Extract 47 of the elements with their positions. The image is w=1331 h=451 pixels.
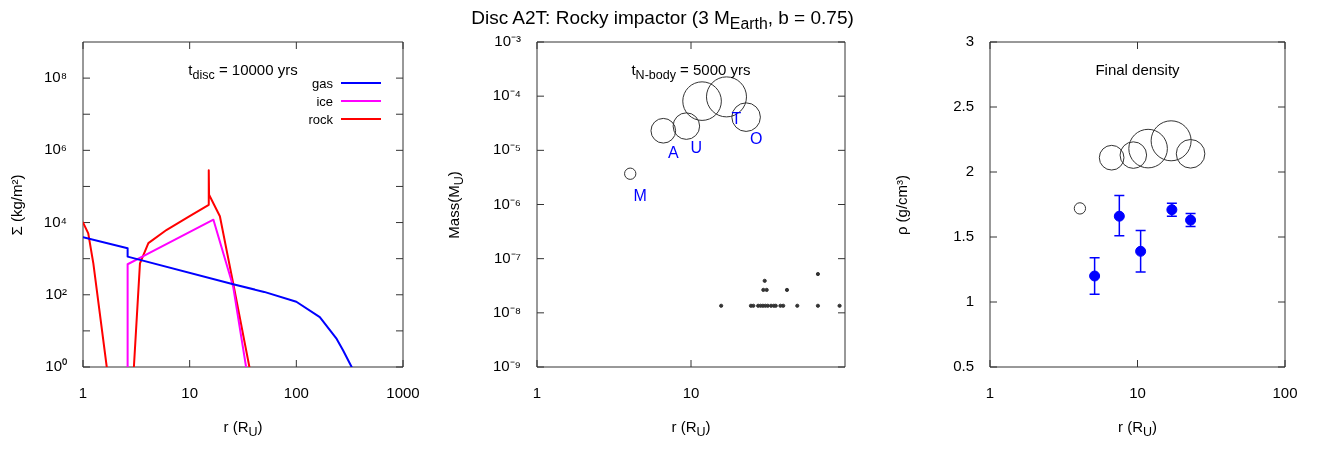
legend-label: ice xyxy=(316,93,333,109)
y-tick-label: 10⁰ xyxy=(45,357,67,375)
annotation: A xyxy=(667,143,679,161)
x-tick-label: 10 xyxy=(1129,383,1146,401)
annotation: U xyxy=(690,139,703,157)
annotation: O xyxy=(749,130,763,148)
y-axis-title: Σ (kg/m²) xyxy=(7,174,25,235)
y-tick-label: 0.5 xyxy=(953,357,974,375)
x-tick-label: 1 xyxy=(985,383,995,401)
chart-title: Disc A2T: Rocky impactor (3 M$_{Earth}$, b = 0.75) xyxy=(471,7,854,32)
annotation: Final density xyxy=(1095,61,1180,78)
x-tick-label: 100 xyxy=(1272,383,1298,401)
y-axis-title: ρ (g/cm³) xyxy=(892,174,910,235)
x-tick-label: 1 xyxy=(532,383,542,401)
y-tick-label: 10⁻⁷ xyxy=(493,248,521,266)
y-tick-label: 2.5 xyxy=(953,97,974,115)
y-tick-label: 10⁸ xyxy=(43,68,67,86)
annotation: t$_{N-body}$ = 5000 yrs xyxy=(631,61,751,82)
y-tick-label: 2 xyxy=(965,162,974,180)
point xyxy=(1089,270,1101,282)
x-tick-label: 1 xyxy=(78,383,88,401)
y-tick-label: 10⁴ xyxy=(43,212,67,230)
y-tick-label: 10⁻⁵ xyxy=(493,140,521,158)
annotation: t$_{disc}$ = 10000 yrs xyxy=(188,61,298,82)
x-tick-label: 10 xyxy=(181,383,199,401)
x-tick-label: 10 xyxy=(682,383,700,401)
y-tick-label: 3 xyxy=(965,32,974,50)
y-tick-label: 1 xyxy=(965,292,974,310)
legend-label: gas xyxy=(312,75,333,91)
x-tick-label: 100 xyxy=(283,383,309,401)
y-tick-label: 10⁻⁶ xyxy=(493,194,521,212)
legend-label: rock xyxy=(308,111,333,127)
y-tick-label: 10⁻⁴ xyxy=(492,86,521,104)
y-tick-label: 10² xyxy=(45,284,67,302)
x-axis-title: r (R$_{U}$) xyxy=(223,418,263,439)
y-tick-label: 10⁻⁹ xyxy=(492,357,521,375)
y-tick-label: 10⁶ xyxy=(44,140,67,158)
point xyxy=(1135,245,1147,257)
annotation: T xyxy=(731,109,742,127)
x-axis-title: r (R$_{U}$) xyxy=(1117,418,1158,439)
y-tick-label: 10⁻⁸ xyxy=(492,302,521,320)
x-axis-title: r (R$_{U}$) xyxy=(671,418,711,439)
x-tick-label: 1000 xyxy=(386,383,420,401)
y-tick-label: 10⁻³ xyxy=(494,32,521,50)
point xyxy=(1113,210,1125,222)
y-tick-label: 1.5 xyxy=(953,227,974,245)
annotation: M xyxy=(633,186,647,204)
